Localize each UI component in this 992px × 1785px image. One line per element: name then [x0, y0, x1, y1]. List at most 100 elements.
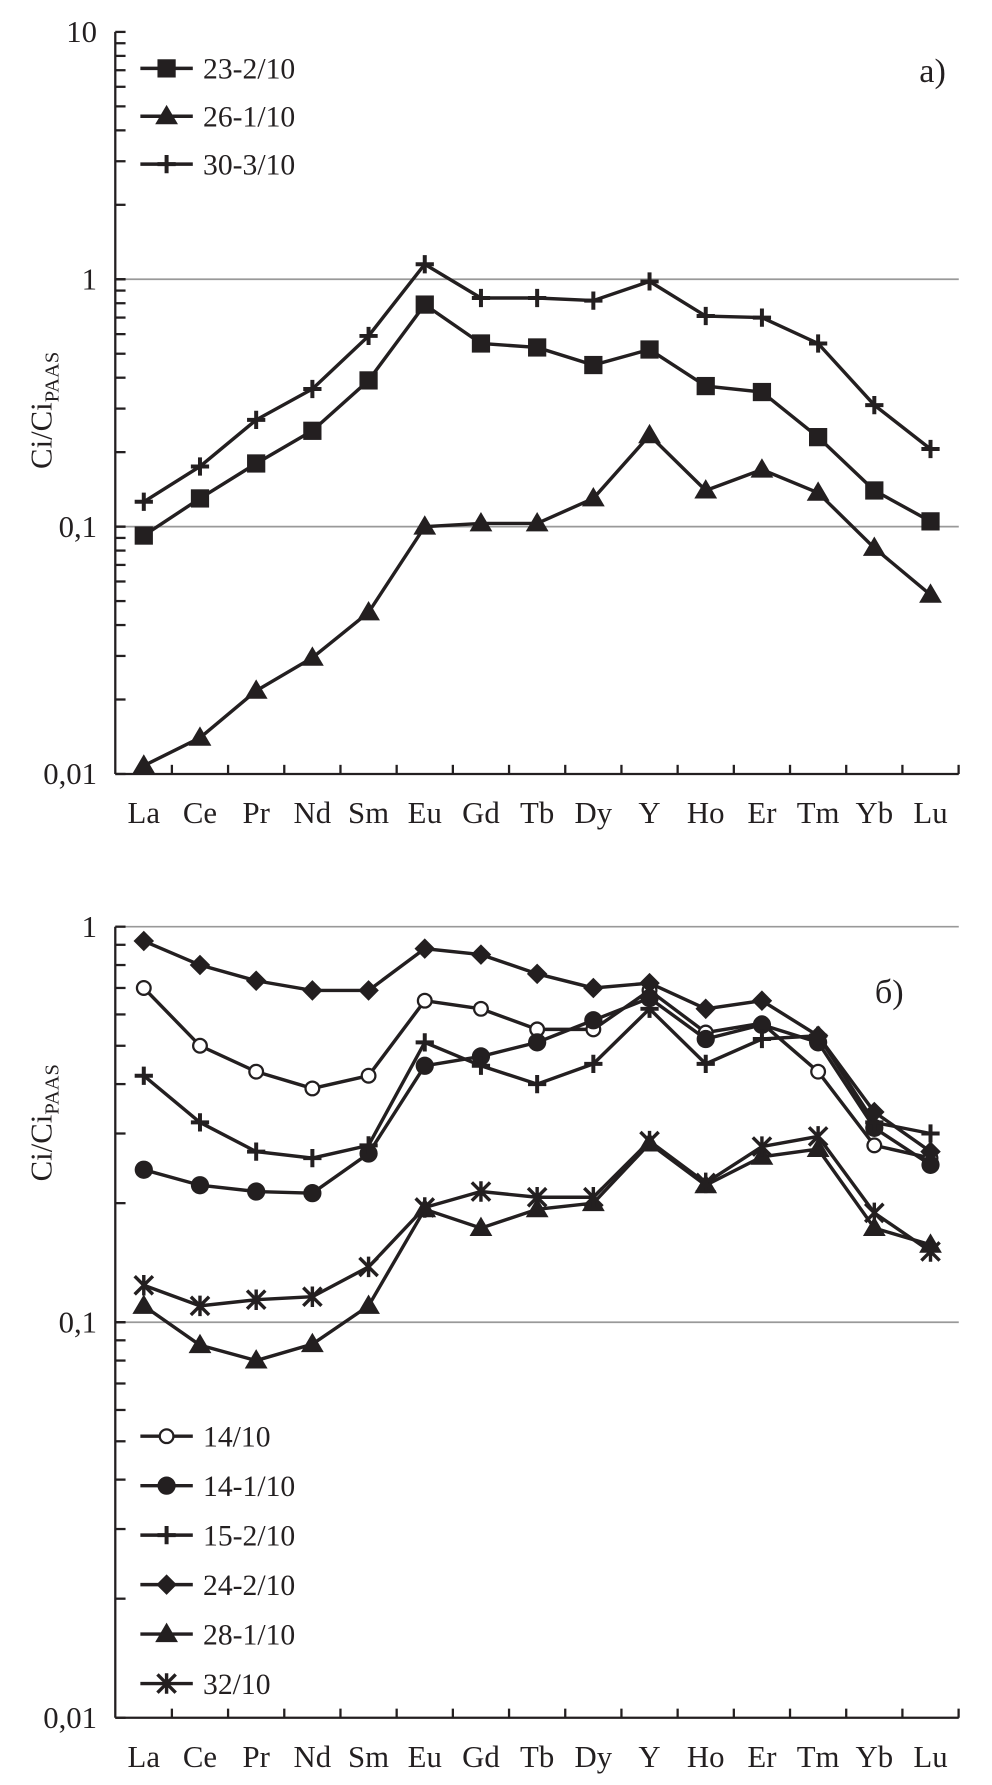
series-24-2/10 [133, 930, 941, 1162]
y-axis-label: Ci/CiPAAS [24, 352, 63, 469]
y-tick-label: 0,1 [59, 1305, 97, 1339]
square-marker [921, 512, 940, 531]
series-28-1/10 [132, 1132, 942, 1369]
circle-marker [134, 1160, 153, 1179]
legend-item: 30-3/10 [140, 149, 295, 181]
circle-marker [696, 1029, 715, 1049]
plus-marker [640, 999, 659, 1018]
x-tick-label: Dy [575, 1740, 613, 1774]
x-tick-label: Nd [294, 1740, 332, 1774]
plus-marker [921, 1124, 940, 1143]
series-26-1/10 [132, 423, 942, 774]
y-axis-label-main: Ci/Ci [24, 402, 58, 469]
legend-item: 14/10 [140, 1421, 271, 1453]
plus-marker [359, 1136, 378, 1155]
triangle-marker [357, 600, 380, 621]
square-marker [528, 338, 547, 357]
asterisk-marker [583, 1186, 604, 1208]
open-circle-marker [810, 1063, 827, 1080]
square-marker [696, 376, 715, 396]
series-line [142, 1141, 931, 1363]
x-tick-label: Tb [520, 1740, 554, 1774]
legend-label: 14-1/10 [203, 1471, 295, 1503]
y-axis-label-subscript: PAAS [41, 1064, 63, 1115]
triangle-marker [300, 1332, 324, 1353]
triangle-marker [132, 1294, 156, 1314]
x-tick-label: Sm [348, 796, 389, 830]
open-circle-marker [135, 979, 152, 996]
plus-marker [921, 439, 940, 459]
triangle-marker [300, 646, 324, 666]
asterisk-marker [470, 1181, 492, 1202]
x-tick-label: La [128, 796, 161, 830]
legend-label: 32/10 [203, 1669, 270, 1701]
triangle-marker [638, 423, 661, 444]
y-tick-label: 1 [82, 910, 97, 944]
plus-marker [157, 155, 176, 174]
x-tick-label: Yb [856, 796, 894, 830]
triangle-marker [694, 479, 718, 499]
x-tick-label: Pr [242, 1740, 269, 1774]
square-marker [190, 489, 210, 508]
asterisk-marker [863, 1202, 885, 1224]
triangle-marker [132, 754, 156, 774]
legend-label: 28-1/10 [203, 1619, 295, 1651]
plus-marker [752, 1029, 772, 1049]
circle-marker [415, 1056, 434, 1075]
triangle-marker [806, 1137, 830, 1158]
x-tick-label: Pr [242, 796, 269, 830]
asterisk-marker [639, 1130, 660, 1152]
asterisk-marker [695, 1172, 717, 1194]
plus-marker [415, 1033, 434, 1052]
x-tick-label: Tm [797, 796, 840, 830]
diamond-marker [751, 990, 773, 1011]
plus-marker [415, 255, 434, 274]
asterisk-marker [302, 1286, 323, 1308]
legend-item: 26-1/10 [140, 102, 295, 134]
legend-label: 14/10 [203, 1421, 270, 1453]
asterisk-marker [414, 1197, 436, 1218]
square-marker [809, 428, 828, 447]
plus-marker [247, 410, 266, 430]
diamond-marker [639, 972, 660, 994]
panel-a: 10 1 0,1 0,01 La Ce Pr Nd Sm Eu Gd Tb Dy Y Ho Er Tm Yb Lu C… [24, 15, 960, 830]
panel-label: a) [919, 53, 946, 90]
x-tick-label: Y [638, 1740, 660, 1774]
x-tick-label: Gd [462, 1740, 500, 1774]
open-circle-marker [416, 992, 433, 1009]
diamond-marker [583, 977, 604, 999]
asterisk-marker [133, 1274, 155, 1296]
triangle-marker [357, 1294, 380, 1314]
legend-item: 15-2/10 [140, 1520, 295, 1552]
legend-label: 24-2/10 [203, 1570, 295, 1602]
plus-marker [528, 1074, 547, 1094]
y-axis-label-main: Ci/Ci [24, 1115, 58, 1182]
triangle-marker [862, 536, 886, 556]
x-tick-label: Tm [797, 1740, 840, 1774]
x-tick-label: Ce [183, 1740, 217, 1774]
asterisk-marker [156, 1673, 177, 1694]
square-marker [303, 421, 322, 440]
plus-marker [809, 334, 828, 353]
square-marker [640, 340, 659, 359]
x-tick-label: Ho [687, 1740, 725, 1774]
x-tick-label: Eu [408, 1740, 442, 1774]
y-axis-label-subscript: PAAS [41, 352, 63, 403]
series-32/10 [133, 1126, 941, 1317]
legend-item: 14-1/10 [140, 1471, 295, 1503]
circle-marker [190, 1176, 210, 1195]
asterisk-marker [751, 1136, 773, 1157]
series-line [143, 432, 932, 768]
legend-label: 26-1/10 [203, 102, 295, 134]
circle-marker [157, 1476, 176, 1495]
open-circle-marker [158, 1428, 175, 1445]
square-marker [359, 371, 378, 390]
y-axis-label: Ci/CiPAAS [24, 1064, 63, 1181]
square-marker [157, 59, 176, 78]
asterisk-marker [358, 1256, 379, 1278]
series-23-2/10 [134, 295, 940, 545]
circle-marker [584, 1011, 603, 1030]
x-tick-label: Tb [520, 796, 554, 830]
legend-label: 23-2/10 [203, 54, 295, 86]
circle-marker [752, 1015, 772, 1034]
